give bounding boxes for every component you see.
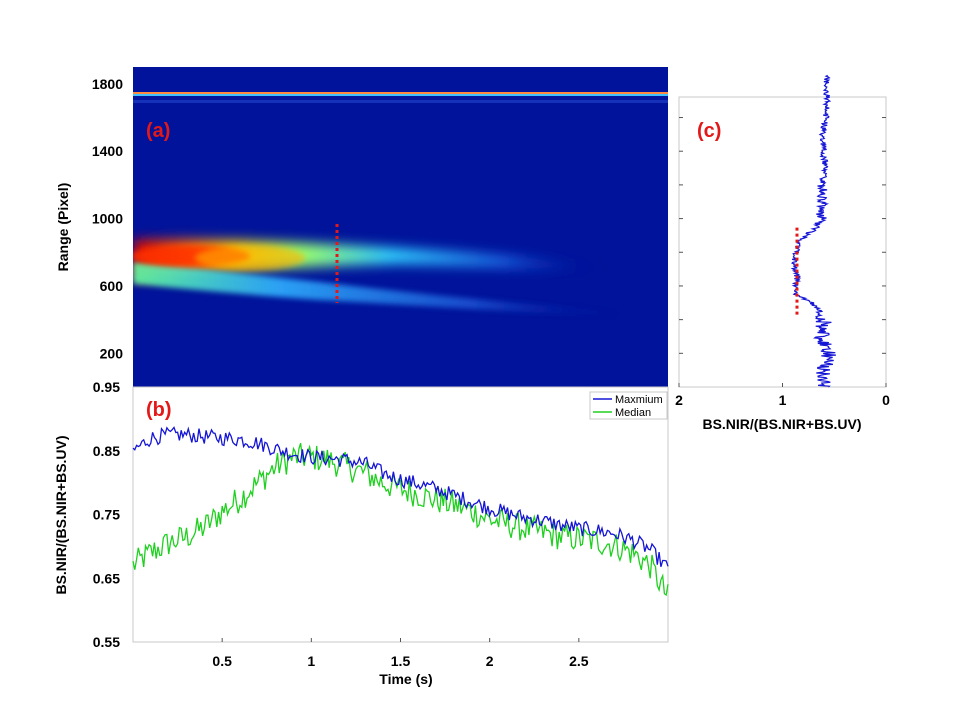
panel-c-profile: 2 1 0 (c) BS.NIR/(BS.NIR+BS.UV) bbox=[675, 74, 890, 432]
panel-c-x-ticks: 2 1 0 bbox=[675, 383, 890, 408]
panel-b-legend: Maxmium Median bbox=[589, 391, 668, 420]
heatmap-plume-lower bbox=[133, 262, 620, 316]
legend-label-maxmium: Maxmium bbox=[615, 394, 663, 406]
panel-b-frame bbox=[132, 386, 669, 643]
panel-b-x-tick-label: 2 bbox=[486, 653, 494, 669]
panel-c-series bbox=[790, 74, 836, 388]
panel-b-y-label: BS.NIR/(BS.NIR+BS.UV) bbox=[53, 435, 69, 594]
panel-b-label: (b) bbox=[146, 399, 172, 421]
panel-b-y-tick-label: 0.65 bbox=[93, 570, 120, 586]
panel-c-x-label: BS.NIR/(BS.NIR+BS.UV) bbox=[702, 416, 861, 432]
panel-b-y-tick-label: 0.55 bbox=[93, 634, 120, 650]
panel-c-label: (c) bbox=[697, 120, 721, 142]
panel-b-x-tick-label: 2.5 bbox=[569, 653, 589, 669]
panel-a-y-label: Range (Pixel) bbox=[55, 183, 71, 272]
panel-b-y-tick-label: 0.95 bbox=[93, 379, 120, 395]
heatmap-top-line bbox=[133, 92, 668, 94]
legend-box bbox=[589, 391, 668, 420]
panel-a-y-tick-label: 1400 bbox=[92, 143, 123, 159]
panel-c-x-tick-label: 0 bbox=[882, 392, 890, 408]
panel-a-label: (a) bbox=[146, 120, 170, 142]
panel-b-series bbox=[132, 426, 669, 597]
panel-a-heatmap: (a) 200 600 1000 1400 1800 Range (Pixel) bbox=[55, 67, 668, 387]
panel-a-y-ticks: 200 600 1000 1400 1800 bbox=[92, 76, 123, 361]
panel-c-profile-line bbox=[790, 74, 836, 388]
panel-b-x-tick-label: 1 bbox=[307, 653, 315, 669]
panel-b-y-tick-label: 0.85 bbox=[93, 443, 120, 459]
panel-b-y-tick-label: 0.75 bbox=[93, 507, 120, 523]
panel-c-x-tick-label: 2 bbox=[675, 392, 683, 408]
panel-c-y-tick-marks bbox=[679, 117, 886, 354]
panel-b-line-chart: 0.5 1 1.5 2 2.5 0.55 0.65 0.75 0.85 0.95 (b) Tim… bbox=[53, 379, 669, 687]
legend-label-median: Median bbox=[615, 407, 651, 419]
panel-b-x-label: Time (s) bbox=[379, 671, 432, 687]
panel-a-y-tick-label: 200 bbox=[100, 345, 124, 361]
heatmap-top-band bbox=[133, 100, 668, 103]
panel-a-y-tick-label: 600 bbox=[100, 278, 124, 294]
panel-c-x-tick-label: 1 bbox=[779, 392, 787, 408]
panel-b-x-tick-label: 0.5 bbox=[212, 653, 232, 669]
heatmap-warm-region bbox=[195, 246, 305, 270]
heatmap-top-line-halo bbox=[133, 94, 668, 96]
panel-b-x-ticks: 0.5 1 1.5 2 2.5 bbox=[212, 638, 589, 669]
panel-b-y-ticks: 0.55 0.65 0.75 0.85 0.95 bbox=[93, 379, 120, 650]
panel-b-x-tick-label: 1.5 bbox=[391, 653, 411, 669]
panel-c-frame bbox=[678, 96, 887, 388]
heatmap-background bbox=[133, 67, 668, 387]
panel-a-y-tick-label: 1800 bbox=[92, 76, 123, 92]
series-line-median bbox=[132, 443, 669, 597]
series-line-maxmium bbox=[132, 426, 669, 567]
panel-a-y-tick-label: 1000 bbox=[92, 211, 123, 227]
